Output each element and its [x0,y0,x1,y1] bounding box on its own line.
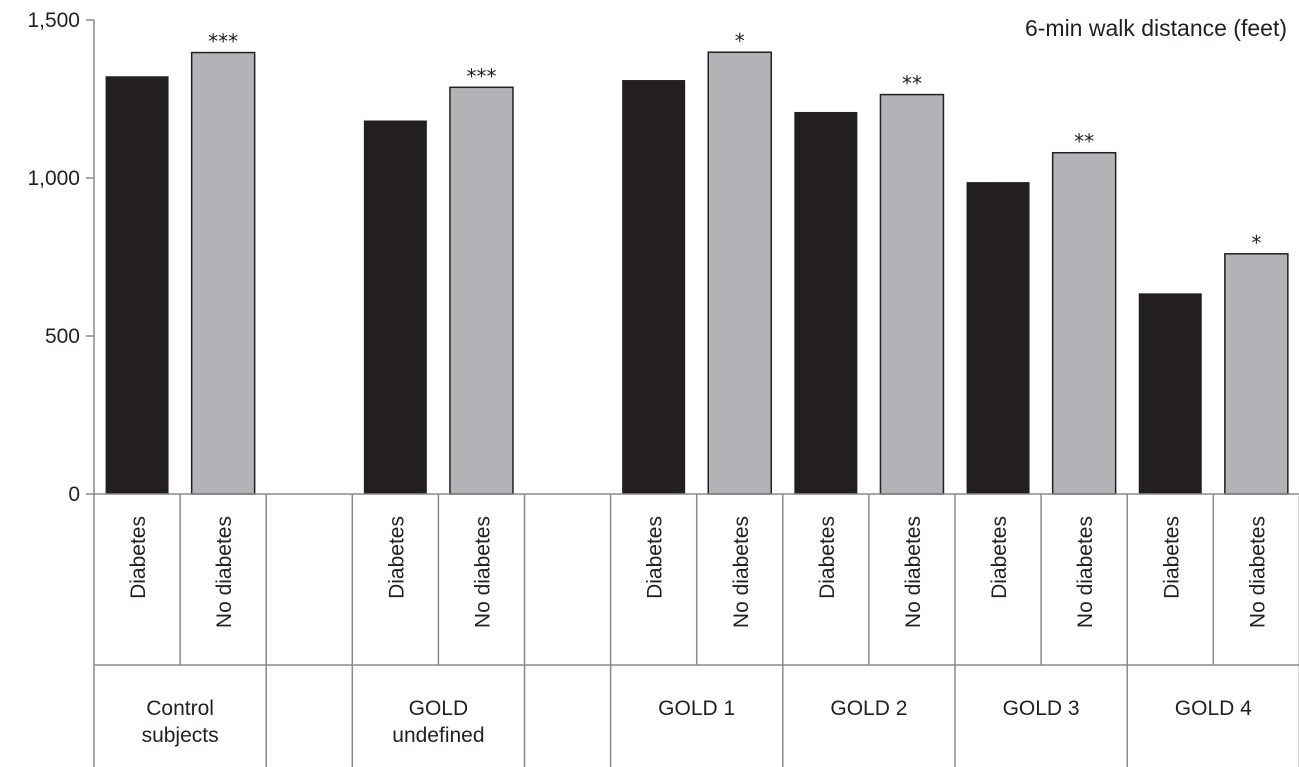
significance-marker: ** [1074,130,1094,154]
bar-no-diabetes [190,51,256,495]
x-axis: Diabetes No diabetes Control subjects Diabet… [93,493,1299,767]
bar-no-diabetes [707,51,772,495]
group-label: Control subjects [142,697,219,747]
category-label: Diabetes [385,516,408,599]
category-label: No diabetes [1074,516,1097,628]
bars-layer [105,51,1289,495]
group-label: GOLD 4 [1175,697,1252,720]
category-label: No diabetes [902,516,925,628]
bar-no-diabetes [449,86,514,495]
category-label: No diabetes [471,516,494,628]
bar-no-diabetes [1051,151,1117,495]
category-label: No diabetes [213,516,236,628]
bar-no-diabetes [1224,253,1289,495]
y-tick-label: 1,000 [27,167,80,190]
bar-no-diabetes [879,93,945,495]
category-label: Diabetes [816,516,839,599]
category-label: No diabetes [730,516,753,628]
category-label: Diabetes [1160,516,1183,599]
significance-marker: * [1251,231,1261,255]
y-axis: 0 500 1,000 1,500 [27,9,95,506]
significance-marker: ** [902,72,922,96]
bar-diabetes [105,76,169,495]
bar-diabetes [622,80,686,494]
y-tick-label: 500 [45,325,80,348]
category-label: No diabetes [1246,516,1269,628]
category-label: Diabetes [644,516,667,599]
group-label: GOLD 1 [658,697,735,720]
y-tick-label: 1,500 [27,9,80,32]
group-label: GOLD 3 [1003,697,1080,720]
y-tick-label: 0 [68,483,80,506]
group-label: GOLD 2 [830,697,907,720]
significance-marker: * [735,29,745,53]
chart-title: 6-min walk distance (feet) [1025,15,1287,41]
significance-markers: ************ [208,29,1261,255]
group-label: GOLD undefined [392,697,484,747]
bar-diabetes [363,120,427,494]
category-label: Diabetes [127,516,150,599]
significance-marker: *** [208,30,238,54]
bar-diabetes [1138,293,1202,494]
significance-marker: *** [466,64,496,88]
bar-diabetes [966,182,1030,494]
bar-diabetes [794,111,858,495]
category-label: Diabetes [988,516,1011,599]
